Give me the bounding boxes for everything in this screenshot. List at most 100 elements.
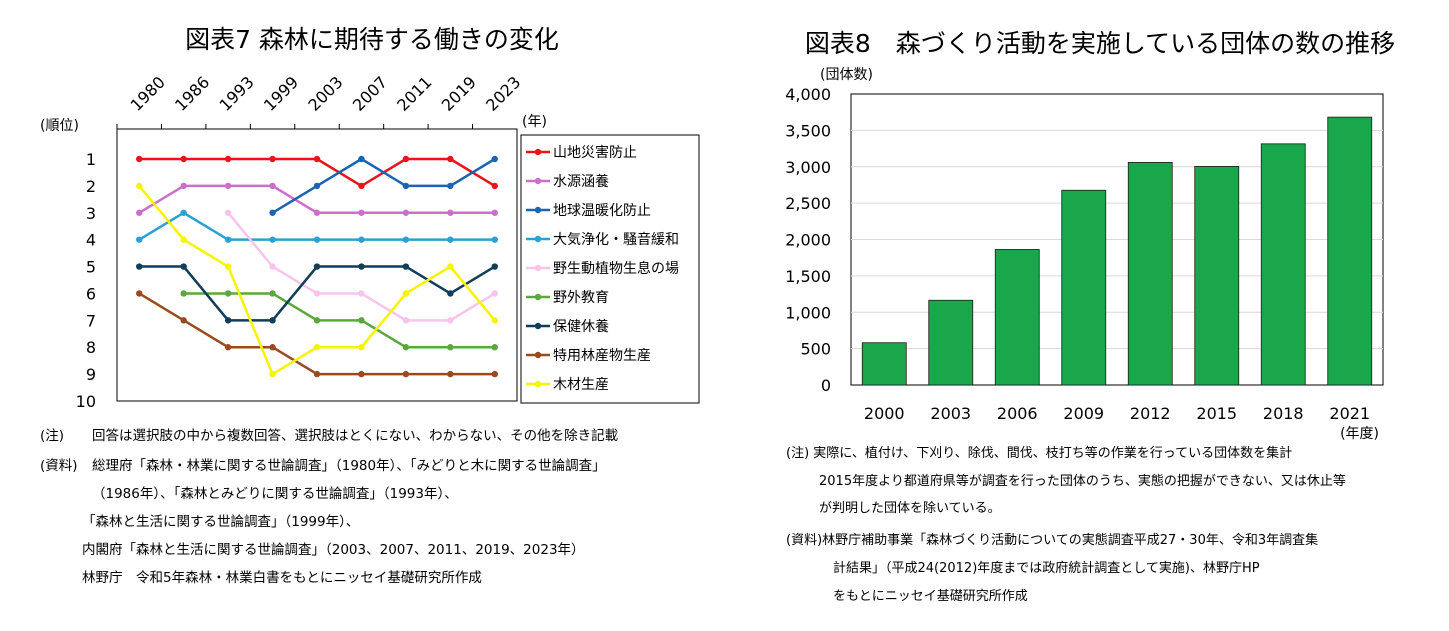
legend-label: 地球温暖化防止: [553, 203, 651, 219]
bar: [1127, 161, 1173, 386]
series-line: [271, 157, 496, 214]
data-point: [447, 317, 454, 324]
data-point: [358, 155, 365, 163]
data-point: [180, 155, 187, 163]
legend-label: 保健休養: [553, 318, 609, 335]
y-tick-label: 4: [86, 231, 96, 250]
data-point: [447, 370, 454, 378]
data-point: [136, 182, 143, 190]
legend-label: 木材生産: [553, 377, 609, 393]
data-point: [224, 209, 232, 216]
chart7-legend: 山地災害防止水源涵養地球温暖化防止大気浄化・騒音緩和野生動植物生息の場野外教育保…: [526, 145, 679, 393]
x-tick-label: 2012: [1130, 404, 1171, 423]
series-4: [136, 209, 498, 243]
series-line: [138, 292, 495, 376]
y-tick-label: 7: [86, 311, 96, 330]
data-point: [313, 182, 321, 190]
legend-swatch-marker: [534, 380, 542, 388]
chart7-legend-box: [520, 134, 700, 404]
y-tick-label: 1: [86, 150, 96, 169]
data-point: [402, 317, 410, 324]
legend-swatch-marker: [534, 148, 542, 156]
bar: [1194, 165, 1240, 386]
chart7-notes: (注) 回答は選択肢の中から複数回答、選択肢はとくにない、わからない、その他を除き…: [40, 427, 619, 586]
x-tick-label: 2009: [1063, 404, 1104, 423]
data-point: [358, 290, 365, 297]
chart7-x-tick-labels: 1980 1986 1993 1999 2003 2007 2011 2019 2023: [127, 73, 525, 115]
data-point: [269, 236, 276, 243]
y-tick-label: 3,000: [785, 158, 831, 177]
data-point: [402, 344, 410, 351]
x-tick-label: 1986: [171, 73, 213, 115]
data-point: [269, 155, 276, 163]
y-tick-label: 4,000: [785, 85, 831, 104]
series-line: [183, 292, 495, 349]
chart8-title: 図表8 森づくり活動を実施している団体の数の推移: [805, 29, 1395, 58]
legend-item: 野生動植物生息の場: [526, 260, 679, 277]
legend-label: 山地災害防止: [553, 145, 637, 161]
note-text: (注) 実際に、植付け、下刈り、除伐、間伐、枝打ち等の作業を行っている団体数を集…: [786, 445, 1292, 461]
x-tick-label: 2007: [349, 73, 391, 115]
data-point: [402, 290, 410, 297]
data-point: [136, 155, 143, 163]
note-text: 2015年度より都道府県等が調査を行った団体のうち、実態の把握ができない、又は休…: [819, 473, 1346, 489]
legend-swatch-marker: [534, 206, 542, 214]
legend-item: 水源涵養: [526, 173, 609, 190]
data-point: [491, 263, 498, 270]
legend-item: 野外教育: [526, 290, 609, 306]
data-point: [269, 209, 276, 216]
data-point: [269, 370, 276, 378]
data-point: [269, 344, 276, 351]
data-point: [358, 344, 365, 351]
x-tick-label: 2006: [997, 404, 1038, 423]
x-tick-label: 2003: [930, 404, 971, 423]
data-point: [136, 209, 143, 216]
legend-item: 木材生産: [526, 377, 609, 393]
note-text: をもとにニッセイ基礎研究所作成: [833, 589, 1028, 604]
chart8-notes: (注) 実際に、植付け、下刈り、除伐、間伐、枝打ち等の作業を行っている団体数を集…: [786, 445, 1346, 604]
data-point: [358, 263, 365, 270]
y-tick-label: 6: [86, 284, 96, 303]
bar: [1260, 143, 1306, 386]
series-7: [136, 263, 498, 324]
data-point: [313, 263, 321, 270]
data-point: [491, 182, 498, 190]
data-point: [447, 236, 454, 243]
series-5: [224, 209, 498, 324]
note-label: (資料): [40, 458, 78, 474]
y-tick-label: 9: [86, 365, 96, 384]
series-line: [139, 157, 496, 188]
bar: [861, 342, 907, 386]
legend-label: 水源涵養: [553, 173, 609, 190]
data-point: [491, 344, 498, 351]
y-tick-label: 3: [86, 204, 96, 223]
data-point: [269, 317, 276, 324]
series-line: [138, 211, 495, 241]
data-point: [136, 290, 143, 297]
data-point: [224, 290, 232, 297]
data-point: [136, 236, 143, 243]
series-3: [269, 155, 498, 216]
y-tick-label: 5: [86, 258, 96, 277]
x-tick-label: 2015: [1196, 404, 1237, 423]
legend-swatch-marker: [534, 235, 542, 243]
chart7-series: [136, 155, 498, 378]
data-point: [224, 263, 232, 270]
data-point: [447, 182, 454, 190]
data-point: [313, 370, 321, 378]
data-point: [313, 344, 321, 351]
y-tick-label: 500: [800, 340, 831, 359]
data-point: [180, 182, 187, 190]
chart7-axis-ticks: [116, 124, 474, 129]
note-text: 「森林と生活に関する世論調査」（1999年）、: [82, 514, 359, 530]
data-point: [313, 236, 321, 243]
chart8-bars: [861, 116, 1373, 386]
data-point: [358, 182, 365, 190]
data-point: [358, 370, 365, 378]
chart7-title: 図表7 森林に期待する働きの変化: [185, 25, 559, 54]
legend-label: 特用林産物生産: [553, 348, 651, 364]
y-tick-label: 0: [821, 376, 831, 395]
x-tick-label: 2003: [304, 73, 346, 115]
chart7-y-tick-labels: 1 2 3 4 5 6 7 8 9 10: [76, 150, 96, 411]
y-tick-label: 1,500: [785, 267, 831, 286]
